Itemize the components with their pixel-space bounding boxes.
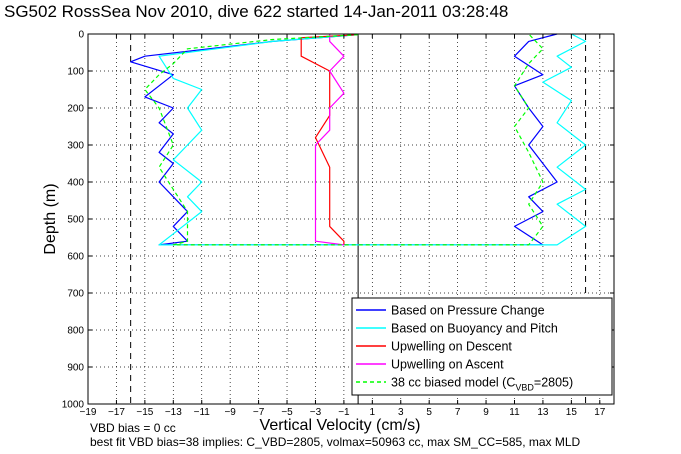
legend-label-4: 38 cc biased model (CVBD=2805): [391, 376, 573, 393]
x-tick-label: 11: [509, 407, 520, 418]
x-tick-label: −19: [80, 407, 97, 418]
series-line-4: [144, 33, 544, 246]
footer-line-1: VBD bias = 0 cc: [90, 421, 176, 435]
legend-label-2: Upwelling on Descent: [391, 340, 512, 354]
x-tick-label: 17: [594, 407, 606, 418]
x-axis-label: Vertical Velocity (cm/s): [260, 417, 421, 434]
series-group: [130, 33, 587, 246]
y-tick-label: 500: [67, 215, 84, 226]
x-tick-label: 13: [537, 407, 549, 418]
series-line-2: [300, 34, 359, 245]
y-tick-label: 900: [67, 363, 84, 374]
y-tick-label: 0: [78, 30, 84, 41]
y-tick-label: 100: [67, 67, 84, 78]
footer-line-2: best fit VBD bias=38 implies: C_VBD=2805…: [90, 435, 581, 449]
series-line-0: [130, 33, 558, 246]
chart-title: SG502 RossSea Nov 2010, dive 622 started…: [4, 2, 508, 21]
x-tick-label: −9: [224, 407, 236, 418]
x-tick-label: 15: [566, 407, 578, 418]
legend-label-1: Based on Buoyancy and Pitch: [391, 322, 558, 336]
y-tick-label: 400: [67, 178, 84, 189]
x-tick-label: 7: [455, 407, 461, 418]
legend-label-3: Upwelling on Ascent: [391, 358, 504, 372]
y-tick-label: 200: [67, 104, 84, 115]
x-tick-label: −15: [136, 407, 153, 418]
x-tick-label: 3: [398, 407, 404, 418]
series-line-1: [158, 33, 587, 246]
y-tick-label: 700: [67, 289, 84, 300]
x-tick-label: 1: [370, 407, 376, 418]
legend-label-0: Based on Pressure Change: [391, 304, 545, 318]
x-tick-label: −5: [281, 407, 293, 418]
x-tick-label: −11: [194, 407, 211, 418]
y-axis-label: Depth (m): [42, 183, 59, 254]
y-tick-label: 300: [67, 141, 84, 152]
x-tick-label: −13: [165, 407, 182, 418]
x-tick-label: 5: [426, 407, 432, 418]
y-tick-label: 1000: [62, 400, 85, 411]
legend-box: [351, 297, 613, 396]
x-tick-label: −7: [253, 407, 265, 418]
x-tick-label: 9: [483, 407, 489, 418]
y-tick-label: 600: [67, 252, 84, 263]
x-tick-label: −3: [310, 407, 322, 418]
legend: Based on Pressure Change Based on Buoyanc…: [351, 297, 613, 396]
x-tick-label: −17: [108, 407, 125, 418]
x-tick-label: −1: [338, 407, 350, 418]
series-line-3: [314, 34, 345, 246]
y-tick-label: 800: [67, 326, 84, 337]
tick-group: −19 −17 −15 −13 −11 −9 −7 −5 −3 −1 1 3 5 7 9 11 13 15 1701…: [62, 30, 614, 418]
